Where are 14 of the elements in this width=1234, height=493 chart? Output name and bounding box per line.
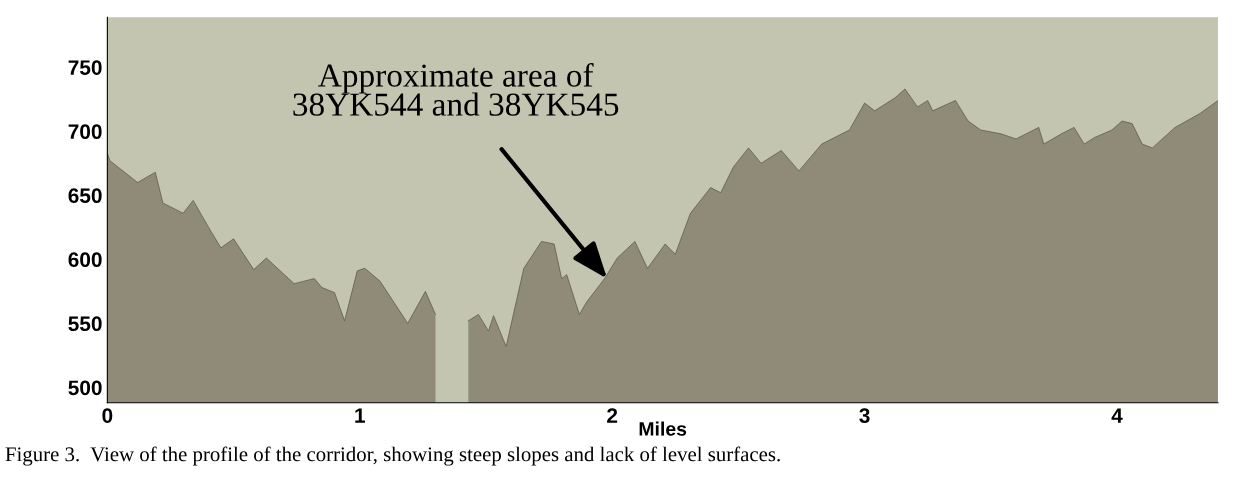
x-tick-label: 3: [859, 408, 870, 423]
x-tick-label: 4: [1111, 408, 1123, 423]
x-tick-label: 1: [355, 408, 365, 423]
y-tick-label: 500: [68, 380, 102, 396]
annotation: Approximate area of 38YK544 and 38YK545: [293, 63, 619, 116]
y-tick-label: 600: [68, 252, 102, 268]
y-tick-label: 650: [68, 188, 102, 204]
x-axis-title: Miles: [639, 421, 687, 436]
x-tick-label: 0: [102, 408, 113, 423]
caption: Figure 3. View of the profile of the corridor, showing steep slopes and lack of level surfaces.: [5, 446, 780, 466]
y-tick-label: 550: [68, 316, 102, 332]
x-tick-label: 2: [607, 408, 618, 423]
y-tick-label: 750: [68, 60, 102, 75]
y-tick-label: 700: [68, 124, 102, 139]
